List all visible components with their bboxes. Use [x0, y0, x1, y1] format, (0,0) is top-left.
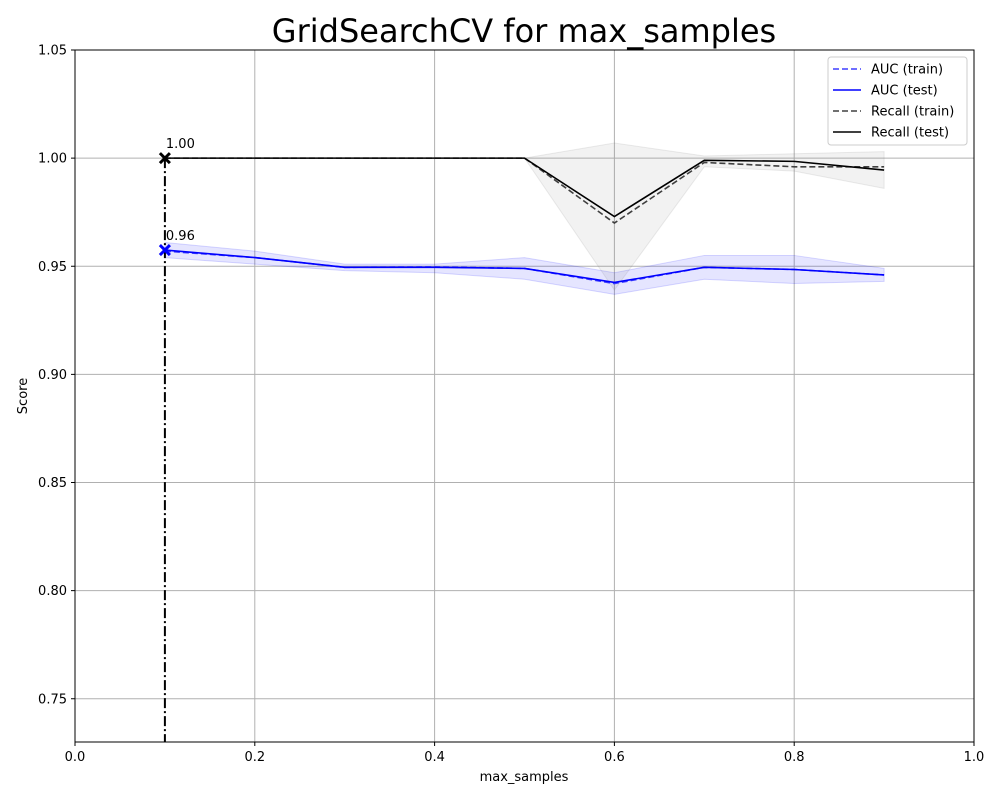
legend-label: Recall (test): [871, 126, 949, 141]
plot-frame: [74, 49, 975, 743]
x-tick-label: 0.4: [424, 750, 445, 765]
legend: AUC (train) AUC (test) Recall (train) Recal…: [827, 56, 968, 146]
series-line: [164, 249, 885, 284]
y-tick-label: 0.75: [38, 692, 67, 707]
x-tick-label: 0.2: [244, 750, 265, 765]
legend-label: AUC (train): [871, 63, 943, 78]
x-tick-label: 0.6: [604, 750, 625, 765]
legend-box: [827, 56, 968, 146]
best-score-marker: [158, 152, 171, 165]
x-tick-label: 1.0: [964, 750, 985, 765]
legend-label: Recall (train): [871, 105, 954, 120]
y-tick-label: 0.80: [38, 584, 67, 599]
line-layer: [163, 157, 885, 742]
marker-layer: 0.96 1.00: [158, 137, 195, 257]
y-axis-label: Score: [16, 378, 31, 414]
chart-title: GridSearchCV for max_samples: [272, 12, 776, 50]
tick-layer: 0.0 0.2 0.4 0.6 0.8 1.0 0.75 0.80 0.85 0.90 0.95 1.…: [38, 44, 984, 766]
y-tick-label: 1.05: [38, 44, 67, 59]
legend-label: AUC (test): [871, 84, 938, 99]
best-score-label: 0.96: [166, 229, 195, 244]
best-score-marker: [158, 243, 171, 257]
y-tick-label: 0.95: [38, 260, 67, 275]
best-score-label: 1.00: [166, 137, 195, 152]
y-tick-label: 0.90: [38, 368, 67, 383]
series-line: [164, 157, 885, 218]
x-axis-label: max_samples: [480, 770, 569, 785]
x-tick-label: 0.0: [65, 750, 86, 765]
y-tick-label: 0.85: [38, 476, 67, 491]
x-tick-label: 0.8: [784, 750, 805, 765]
y-tick-label: 1.00: [38, 152, 67, 167]
grid-layer: [74, 49, 975, 742]
